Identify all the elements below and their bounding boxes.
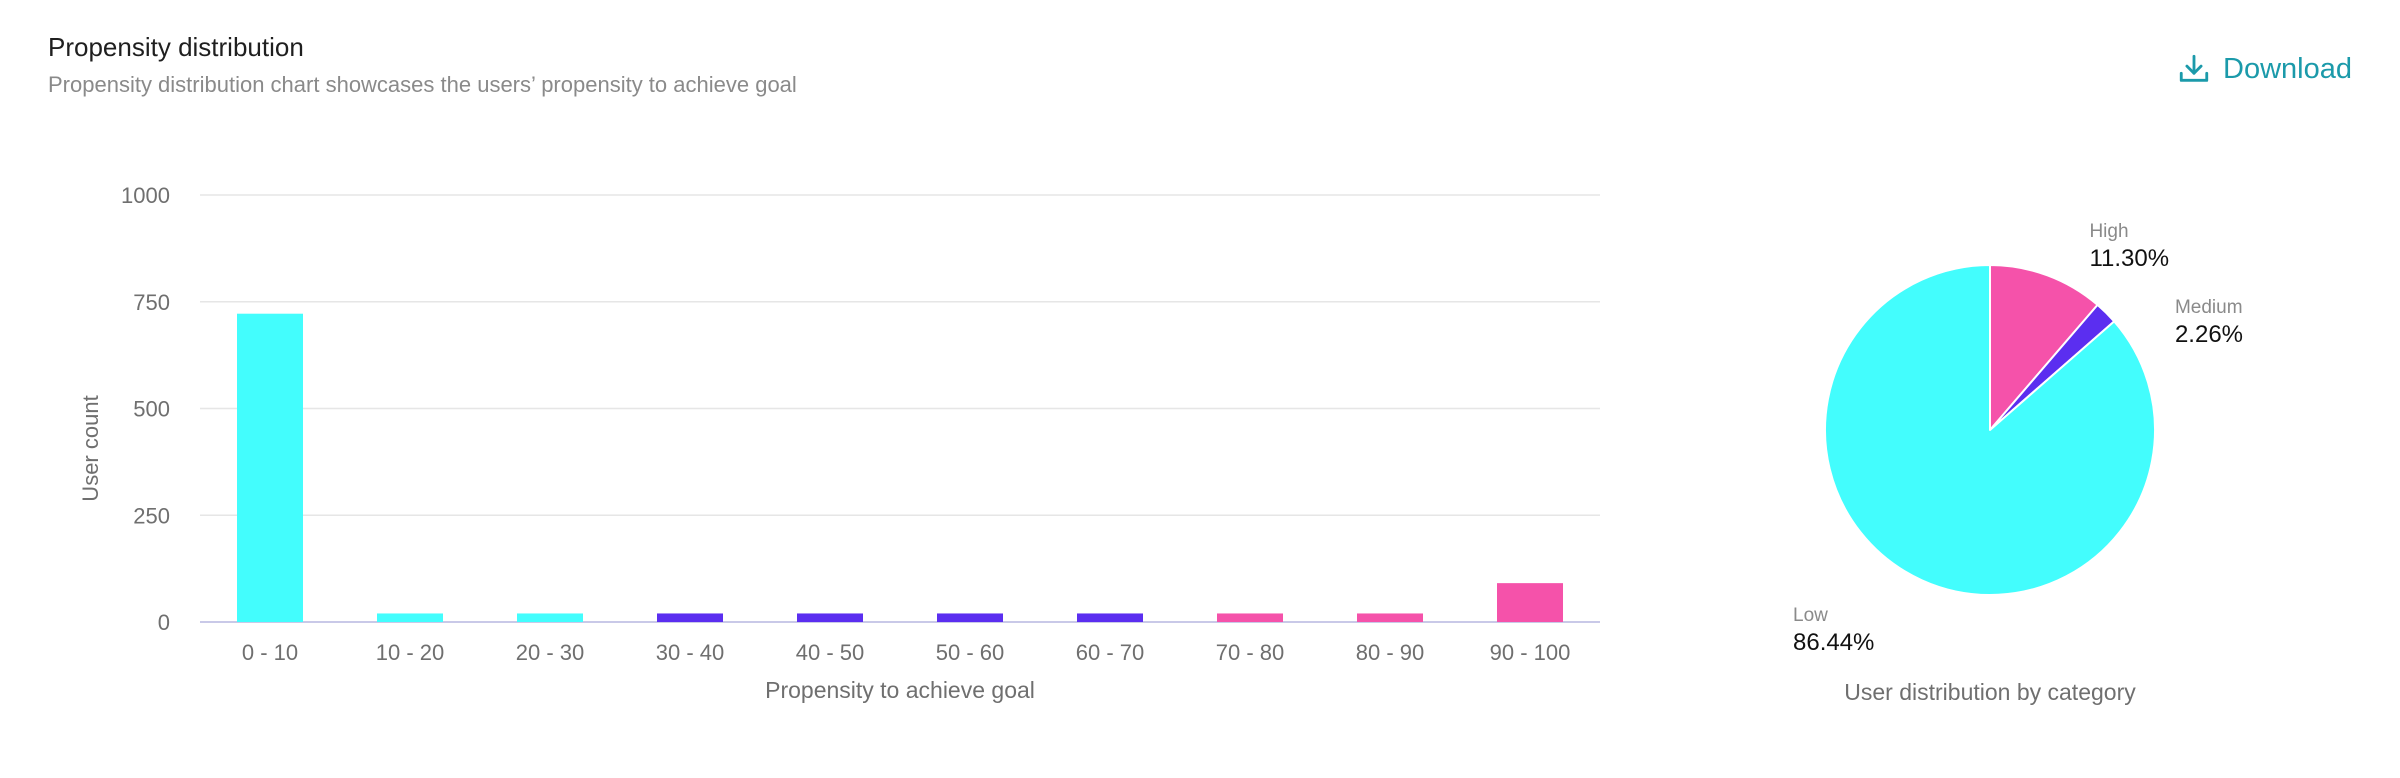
bar [937,613,1003,622]
x-tick-label: 50 - 60 [936,640,1005,665]
bar-chart: 0 250 500 750 1000 0 - 10 10 - 20 20 - 30 30 - 4… [78,183,1600,703]
x-tick-label: 0 - 10 [242,640,298,665]
bar [1217,613,1283,622]
y-tick-label: 1000 [121,183,170,208]
pie-label-name: Low [1793,605,1828,626]
pie-chart: High 11.30% Medium 2.26% Low 86.44% User distr… [1793,221,2243,705]
y-tick-label: 0 [158,610,170,635]
bar [1357,613,1423,622]
x-tick-label: 60 - 70 [1076,640,1145,665]
pie-slice-low [1824,264,2156,596]
x-tick-label: 40 - 50 [796,640,865,665]
x-tick-label: 10 - 20 [376,640,445,665]
y-tick-label: 500 [133,397,170,422]
pie-label-name: High [2089,221,2128,242]
page-subtitle: Propensity distribution chart showcases … [48,72,797,97]
pie-label-value: 11.30% [2089,245,2169,272]
download-button[interactable]: Download [2177,52,2352,86]
download-icon [2177,52,2211,86]
page-title: Propensity distribution [48,32,304,62]
bar [657,613,723,622]
bar [797,613,863,622]
x-tick-label: 20 - 30 [516,640,585,665]
pie-chart-title: User distribution by category [1844,679,2136,705]
bar [377,613,443,622]
bar [1497,583,1563,622]
pie-label-value: 86.44% [1793,629,1874,656]
bar [237,313,303,622]
download-label: Download [2223,52,2352,85]
bar [1077,613,1143,622]
y-tick-label: 750 [133,290,170,315]
pie-slice-high [1989,264,2099,431]
x-tick-label: 80 - 90 [1356,640,1425,665]
x-tick-label: 70 - 80 [1216,640,1285,665]
y-tick-label: 250 [133,503,170,528]
panel-header: Propensity distribution Propensity distr… [48,28,797,100]
bar [517,613,583,622]
pie-label-name: Medium [2175,297,2243,318]
y-axis-label: User count [78,395,103,501]
x-axis-label: Propensity to achieve goal [765,677,1035,703]
x-tick-label: 90 - 100 [1490,640,1571,665]
x-tick-label: 30 - 40 [656,640,725,665]
pie-label-value: 2.26% [2175,321,2243,348]
